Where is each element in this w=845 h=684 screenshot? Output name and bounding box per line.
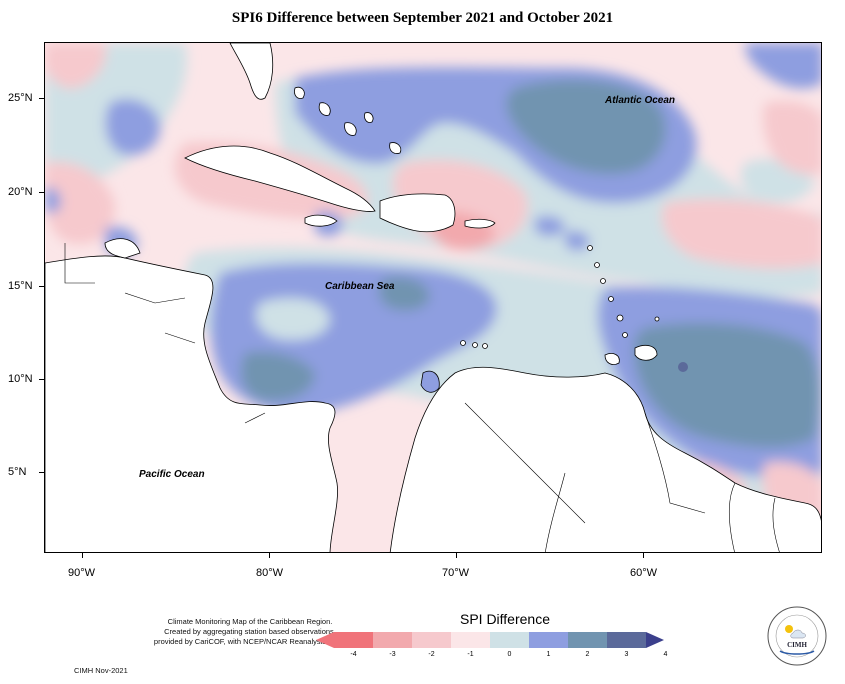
logo-text: CIMH [787,641,807,649]
lat-label-20n: 20°N [8,186,33,198]
lon-label-60w: 60°W [630,567,658,579]
legend-tick-label: 4 [663,651,668,658]
legend-swatch [568,632,607,648]
cimh-logo: CIMH [767,606,827,666]
legend-swatch [607,632,646,648]
legend-tick-label: 3 [624,651,629,658]
legend-swatch [490,632,529,648]
tick-lat-25 [39,98,44,99]
tick-lon-70 [456,553,457,558]
label-atlantic-ocean: Atlantic Ocean [604,95,675,106]
credits-block: Climate Monitoring Map of the Caribbean … [120,617,380,647]
legend-tick-label: 0 [507,651,512,658]
tick-lat-10 [39,379,44,380]
tick-lon-60 [643,553,644,558]
lon-label-90w: 90°W [68,567,96,579]
legend-tick-label: -2 [428,651,435,658]
credits-line-2: Created by aggregating station based obs… [164,627,336,636]
legend-colorbar [316,632,664,648]
tick-lon-90 [82,553,83,558]
legend-swatch [529,632,568,648]
credits-stamp: CIMH Nov-2021 [74,666,128,675]
legend-tick-label: 1 [546,651,551,658]
label-caribbean-sea: Caribbean Sea [325,281,395,292]
legend-swatch-min [316,632,334,648]
tick-lat-5 [39,472,44,473]
credits-line-3: provided by CariCOF, with NCEP/NCAR Rean… [153,637,347,646]
tick-lon-80 [269,553,270,558]
lat-label-15n: 15°N [8,280,33,292]
field-dark-spot [678,362,688,372]
country-borders [64,243,780,552]
wave-icon [779,650,815,655]
lat-label-10n: 10°N [8,373,33,385]
legend-swatch [412,632,451,648]
legend-swatch-max [646,632,664,648]
cloud-icon [790,629,806,639]
tick-lat-15 [39,286,44,287]
legend-tick-label: -4 [350,651,357,658]
legend-swatch [373,632,412,648]
tick-lat-20 [39,192,44,193]
legend-swatch [334,632,373,648]
map-title: SPI6 Difference between September 2021 a… [231,10,614,26]
map-canvas: Atlantic Ocean Caribbean Sea Pacific Oce… [45,43,821,552]
legend-title: SPI Difference [459,611,550,627]
lon-label-70w: 70°W [442,567,470,579]
legend-tick-label: -3 [389,651,396,658]
credits-line-1: Climate Monitoring Map of the Caribbean … [167,617,333,626]
land-masses [45,43,821,552]
lat-label-25n: 25°N [8,92,33,104]
lat-label-5n: 5°N [8,466,27,478]
legend-tick-label: -1 [467,651,474,658]
label-pacific-ocean: Pacific Ocean [139,469,205,480]
lon-label-80w: 80°W [256,567,284,579]
map-panel: Atlantic Ocean Caribbean Sea Pacific Oce… [44,42,822,553]
legend-tick-label: 2 [585,651,590,658]
sun-icon [785,625,793,633]
legend-swatch [451,632,490,648]
